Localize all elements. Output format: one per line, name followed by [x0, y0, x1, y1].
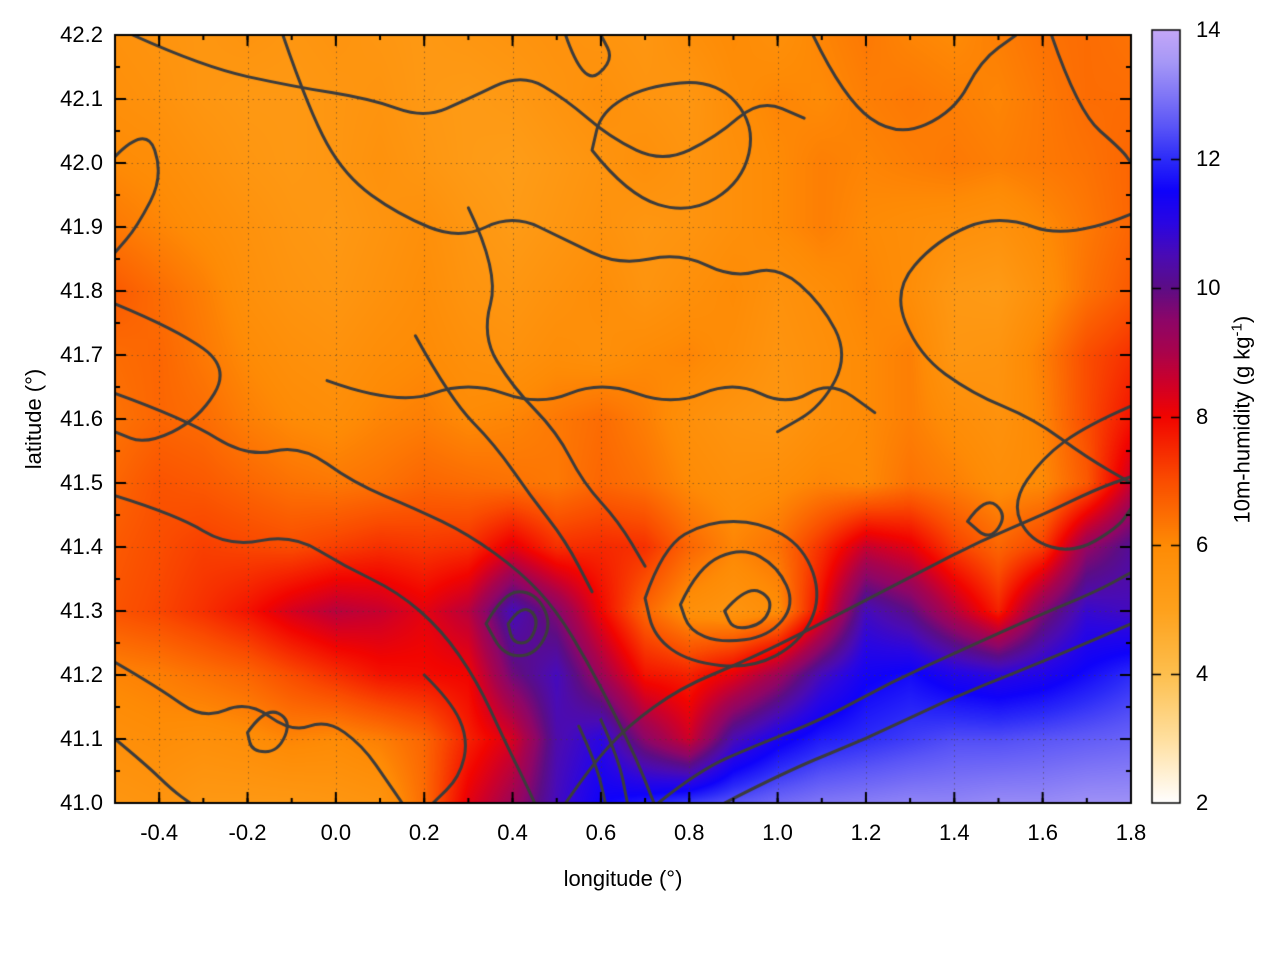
y-tick-label: 42.1 — [60, 86, 103, 111]
y-tick-label: 41.6 — [60, 406, 103, 431]
x-tick-label: 0.0 — [320, 820, 352, 845]
colorbar-tick-label: 4 — [1196, 661, 1209, 687]
colorbar-title: 10m-humidity (g kg-1) — [1228, 270, 1255, 570]
x-tick-label: 1.8 — [1115, 820, 1147, 845]
y-tick-label: 42.2 — [60, 22, 103, 47]
y-tick-label: 41.1 — [60, 726, 103, 751]
x-tick-label: -0.4 — [140, 820, 179, 845]
colorbar-title-sup: -1 — [1228, 323, 1246, 337]
y-tick-label: 41.2 — [60, 662, 103, 687]
colorbar-tick-label: 8 — [1196, 403, 1209, 429]
y-tick-label: 41.0 — [60, 790, 103, 815]
x-tick-label: 0.2 — [408, 820, 440, 845]
y-tick-label: 41.3 — [60, 598, 103, 623]
y-tick-label: 41.5 — [60, 470, 103, 495]
x-tick-label: -0.2 — [228, 820, 267, 845]
y-tick-label: 42.0 — [60, 150, 103, 175]
colorbar-tick-label: 14 — [1196, 17, 1221, 42]
y-tick-label: 41.8 — [60, 278, 103, 303]
x-tick-label: 0.6 — [585, 820, 617, 845]
y-tick-label: 41.4 — [60, 534, 103, 559]
x-tick-label: 1.2 — [850, 820, 882, 845]
colorbar-tick-label: 12 — [1196, 145, 1221, 171]
x-tick-label: 0.4 — [497, 820, 528, 845]
colorbar-title-text: 10m-humidity (g kg — [1229, 336, 1255, 524]
x-tick-label: 0.8 — [673, 820, 705, 845]
x-tick-label: 1.6 — [1027, 820, 1058, 845]
colorbar-tick-label: 6 — [1196, 532, 1209, 558]
y-tick-label: 41.7 — [60, 342, 103, 367]
colorbar-tick-label: 10 — [1196, 274, 1221, 300]
x-tick-label: 1.0 — [762, 820, 793, 845]
x-tick-label: 1.4 — [939, 820, 970, 845]
colorbar-title-suffix: ) — [1229, 315, 1255, 324]
colorbar-tick-label: 2 — [1196, 790, 1209, 815]
y-tick-label: 41.9 — [60, 214, 103, 239]
x-axis-title: longitude (°) — [563, 866, 683, 891]
